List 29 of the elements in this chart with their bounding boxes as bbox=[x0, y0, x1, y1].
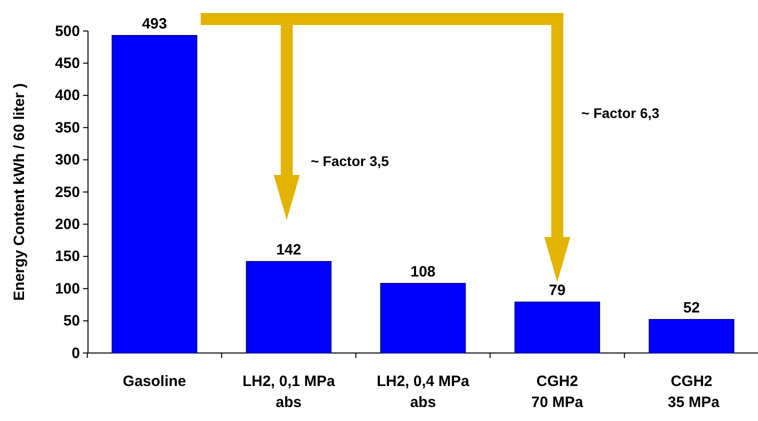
bar bbox=[648, 319, 734, 354]
x-tick-label: LH2, 0,4 MPa abs bbox=[376, 373, 470, 411]
y-tick-label: 100 bbox=[54, 280, 80, 298]
annotation: ~ Factor 3,5 bbox=[310, 153, 390, 169]
x-tick-label: Gasoline bbox=[122, 373, 186, 390]
data-label: 493 bbox=[142, 16, 167, 33]
y-tick-label: 500 bbox=[54, 22, 80, 40]
y-tick-label: 400 bbox=[54, 87, 80, 104]
annotation: ~ Factor 6,3 bbox=[581, 105, 660, 121]
x-tick-label: CGH2 35 MPa bbox=[664, 373, 720, 411]
data-label: 108 bbox=[410, 263, 436, 280]
bar bbox=[514, 302, 600, 354]
data-label: 142 bbox=[276, 242, 302, 259]
data-label: 52 bbox=[683, 300, 700, 317]
x-tick-label: LH2, 0,1 MPa abs bbox=[242, 373, 336, 411]
y-tick-label: 450 bbox=[54, 55, 80, 72]
bar bbox=[112, 35, 198, 354]
bar bbox=[246, 261, 332, 354]
y-tick-label: 300 bbox=[54, 152, 80, 169]
y-tick-label: 50 bbox=[63, 312, 80, 330]
y-tick-label: 350 bbox=[54, 119, 80, 136]
y-tick-label: 0 bbox=[72, 344, 80, 362]
y-tick-label: 250 bbox=[54, 184, 80, 201]
data-label: 79 bbox=[548, 282, 566, 300]
y-tick-label: 150 bbox=[54, 248, 80, 266]
y-axis-title: Energy Content kWh / 60 liter ) bbox=[11, 83, 28, 301]
x-tick-label: CGH2 70 MPa bbox=[531, 373, 584, 411]
y-tick-label: 200 bbox=[54, 216, 80, 233]
bar bbox=[380, 282, 466, 354]
